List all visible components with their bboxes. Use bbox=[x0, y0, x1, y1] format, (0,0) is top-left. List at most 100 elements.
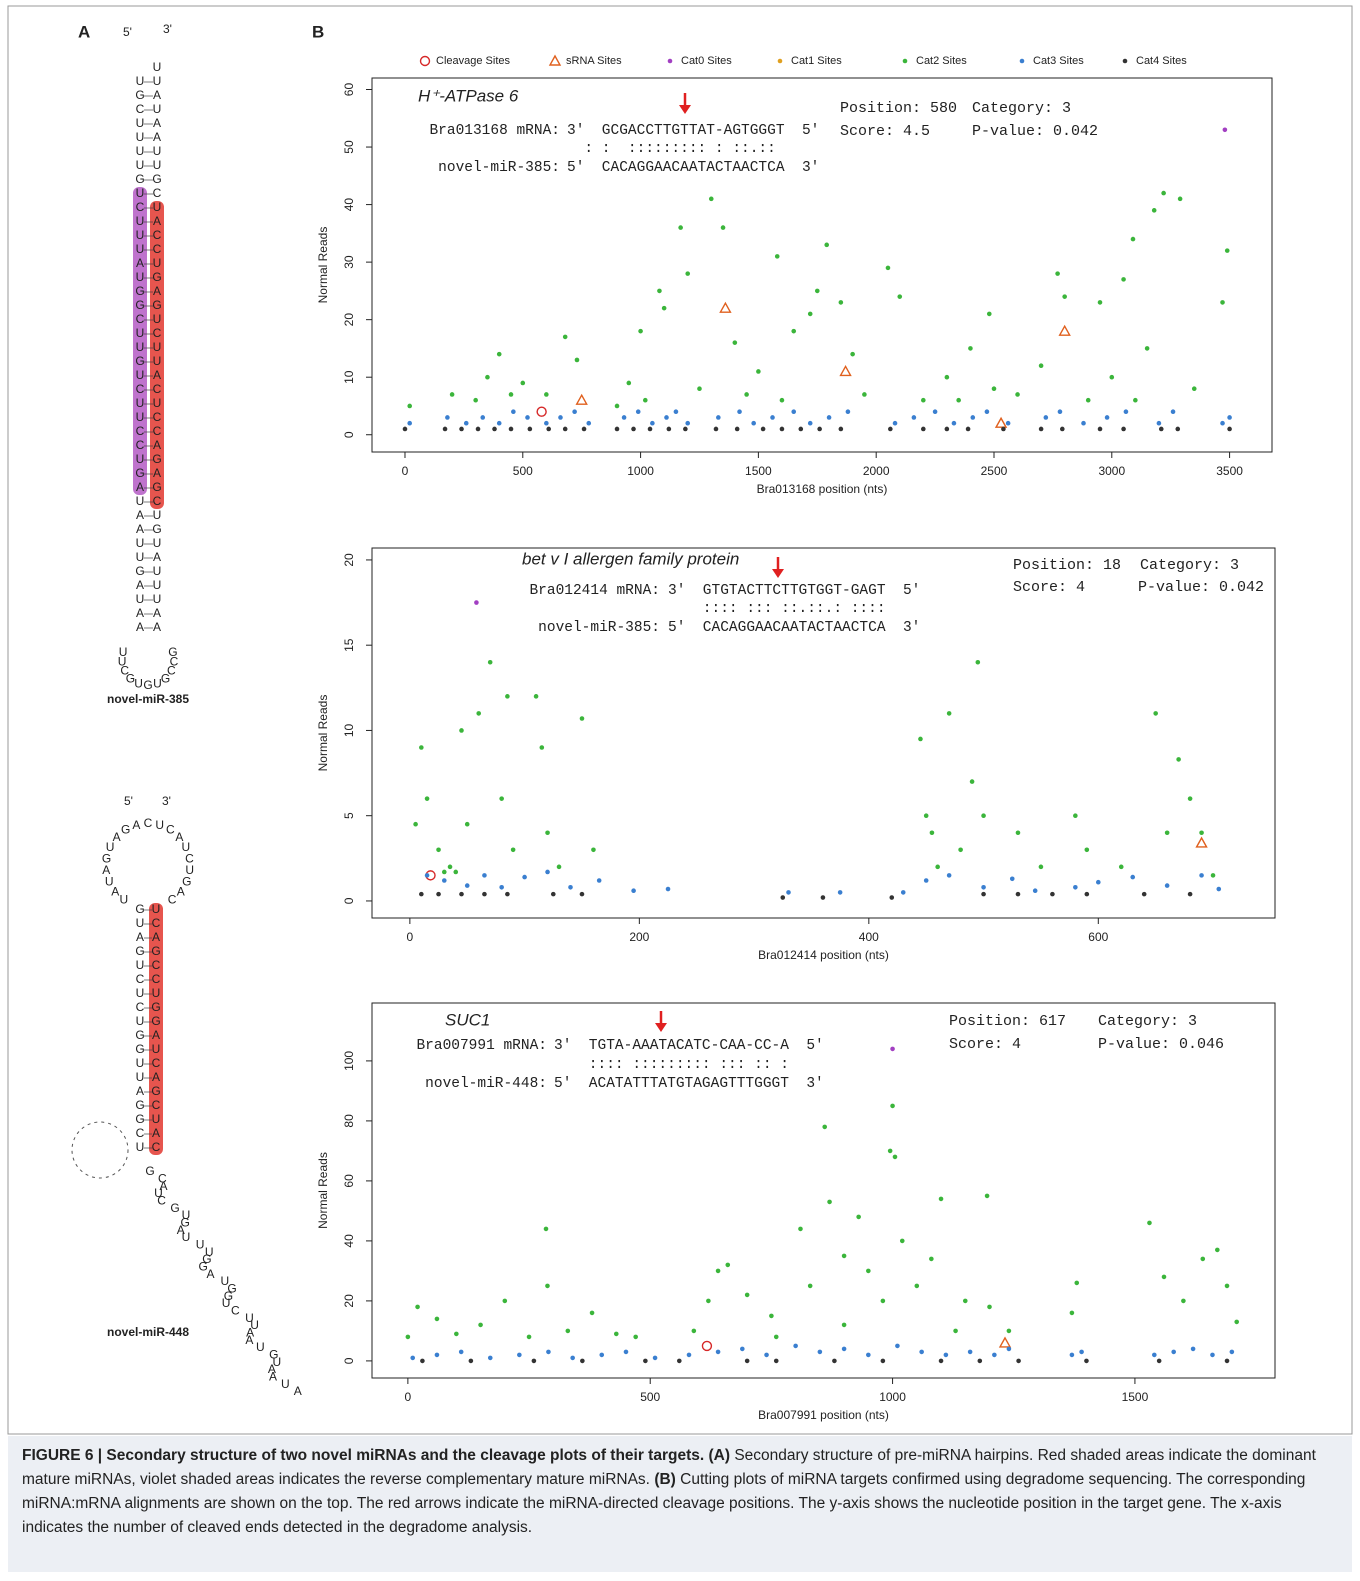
target-info: Position: 617 bbox=[949, 1013, 1066, 1030]
point bbox=[589, 1310, 595, 1316]
x-axis-label: Bra013168 position (nts) bbox=[757, 482, 888, 496]
end-label: 3' bbox=[162, 794, 171, 808]
nucleotide: U bbox=[153, 158, 162, 172]
side-loop bbox=[71, 1121, 129, 1179]
y-tick-label: 10 bbox=[342, 370, 356, 384]
legend-marker bbox=[667, 58, 673, 64]
nucleotide: U bbox=[136, 592, 145, 606]
nucleotide: G bbox=[135, 88, 144, 102]
target-info: Score: 4.5 bbox=[840, 123, 930, 140]
y-axis-label: Normal Reads bbox=[316, 695, 330, 772]
point bbox=[946, 711, 952, 716]
point bbox=[686, 1352, 692, 1358]
point bbox=[575, 393, 588, 405]
point bbox=[1152, 1352, 1157, 1358]
point bbox=[923, 878, 929, 883]
nucleotide: A bbox=[136, 930, 144, 944]
y-tick-label: 0 bbox=[342, 1357, 356, 1364]
point bbox=[839, 365, 852, 377]
x-tick-label: 2500 bbox=[981, 464, 1008, 478]
nucleotide: C bbox=[153, 382, 162, 396]
point bbox=[914, 1283, 920, 1289]
point bbox=[565, 1328, 571, 1334]
nucleotide: U bbox=[152, 1112, 161, 1126]
alignment-seq: 3' TGTA-AAATACATC-CAA-CC-A 5' bbox=[554, 1038, 824, 1054]
end-label: 5' bbox=[123, 25, 132, 39]
nucleotide: C bbox=[231, 1304, 240, 1318]
nucleotide: G bbox=[135, 564, 144, 578]
nucleotide: A bbox=[269, 1370, 277, 1384]
point bbox=[1133, 397, 1138, 403]
point bbox=[826, 415, 832, 420]
nucleotide: U bbox=[136, 340, 145, 354]
point bbox=[579, 891, 585, 897]
point bbox=[911, 415, 917, 420]
target-info: Score: 4 bbox=[1013, 579, 1085, 596]
nucleotide: A bbox=[153, 438, 161, 452]
point bbox=[545, 830, 550, 836]
nucleotide: G bbox=[121, 823, 130, 837]
x-axis-label: Bra012414 position (nts) bbox=[758, 948, 889, 962]
point bbox=[1220, 420, 1225, 426]
cleavage-arrow-head bbox=[655, 1023, 667, 1032]
nucleotide: G bbox=[135, 1042, 144, 1056]
point bbox=[511, 409, 516, 415]
point bbox=[773, 1334, 779, 1340]
point bbox=[420, 1358, 425, 1364]
nucleotide: A bbox=[175, 830, 183, 844]
point bbox=[943, 1352, 949, 1358]
point bbox=[459, 891, 464, 897]
point bbox=[837, 890, 843, 895]
point bbox=[921, 426, 926, 432]
alignment-seq: 3' GTGTACTTCTTGTGGT-GAGT 5' bbox=[668, 583, 920, 599]
point bbox=[953, 1328, 958, 1334]
nucleotide: U bbox=[136, 410, 145, 424]
point bbox=[543, 1226, 549, 1232]
point bbox=[1073, 813, 1078, 818]
nucleotide: G bbox=[135, 172, 144, 186]
point bbox=[413, 821, 418, 827]
y-axis-label: Normal Reads bbox=[316, 227, 330, 304]
point bbox=[442, 426, 448, 432]
nucleotide: U bbox=[196, 1238, 205, 1252]
nucleotide: U bbox=[136, 130, 145, 144]
nucleotide: A bbox=[152, 1126, 160, 1140]
point bbox=[744, 1292, 750, 1298]
point bbox=[938, 1358, 944, 1364]
nucleotide: U bbox=[153, 256, 162, 270]
nucleotide: G bbox=[151, 1084, 160, 1098]
point bbox=[643, 1358, 648, 1364]
point bbox=[581, 426, 587, 432]
point bbox=[664, 415, 669, 420]
point bbox=[572, 409, 577, 415]
y-tick-label: 60 bbox=[342, 83, 356, 97]
point bbox=[1187, 891, 1193, 897]
point bbox=[574, 357, 580, 363]
point bbox=[1215, 1247, 1220, 1253]
nucleotide: U bbox=[155, 818, 164, 832]
x-tick-label: 1500 bbox=[1122, 1390, 1149, 1404]
nucleotide: A bbox=[136, 1084, 144, 1098]
nucleotide: U bbox=[153, 340, 162, 354]
nucleotide: C bbox=[136, 102, 145, 116]
nucleotide: U bbox=[136, 158, 145, 172]
x-tick-label: 1500 bbox=[745, 464, 772, 478]
nucleotide: C bbox=[168, 893, 177, 907]
point bbox=[899, 1238, 905, 1244]
point bbox=[1216, 886, 1222, 892]
nucleotide: G bbox=[126, 671, 135, 685]
point bbox=[474, 600, 479, 605]
point bbox=[1043, 415, 1049, 420]
point bbox=[734, 426, 740, 432]
target-info: Score: 4 bbox=[949, 1036, 1021, 1053]
point bbox=[970, 415, 976, 420]
nucleotide: C bbox=[136, 1126, 145, 1140]
nucleotide: A bbox=[113, 830, 121, 844]
point bbox=[1096, 879, 1101, 885]
nucleotide: G bbox=[182, 874, 191, 888]
target-info: Category: 3 bbox=[972, 100, 1071, 117]
point bbox=[744, 1358, 750, 1364]
caption-text: Secondary structure of pre-miRNA hairpin… bbox=[22, 1447, 1316, 1488]
point bbox=[536, 406, 547, 417]
point bbox=[419, 891, 424, 897]
